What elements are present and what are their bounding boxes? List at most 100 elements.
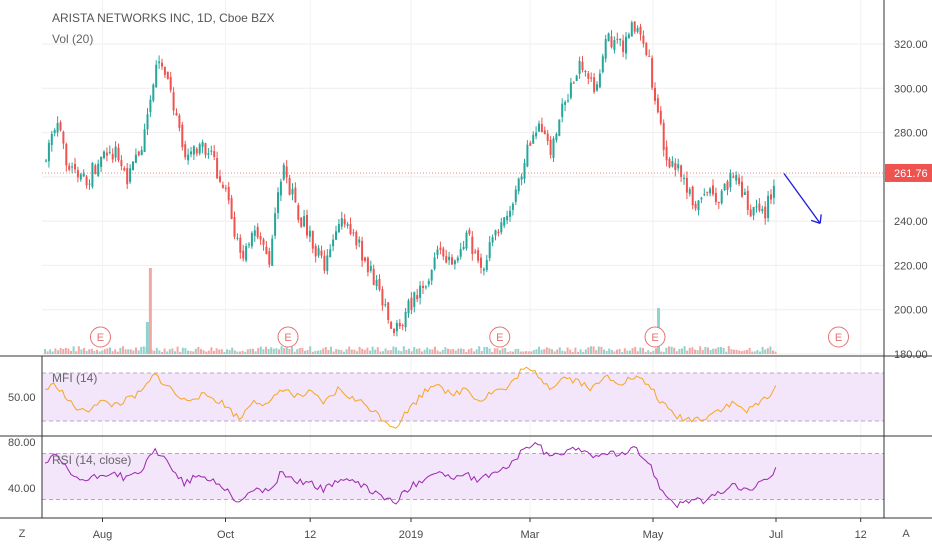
earnings-label: E — [97, 332, 104, 344]
candle-body — [593, 77, 596, 92]
price-axis-label: 300.00 — [894, 83, 928, 95]
volume-bar — [363, 349, 366, 354]
volume-bar — [179, 351, 182, 354]
candle-body — [103, 151, 105, 159]
chart-title: ARISTA NETWORKS INC, 1D, Cboe BZX — [52, 11, 275, 25]
volume-bar — [88, 349, 91, 354]
volume-bar — [751, 351, 754, 354]
volume-bar — [618, 348, 621, 354]
candle-body — [282, 164, 285, 180]
volume-bar — [746, 349, 748, 354]
auto-scale-button[interactable]: A — [902, 528, 910, 540]
volume-bar — [688, 347, 691, 354]
volume-bar — [730, 349, 733, 354]
candle-body — [314, 245, 317, 257]
volume-bar — [525, 351, 527, 354]
volume-bar — [231, 347, 234, 354]
candle-body — [468, 230, 471, 234]
candle-body — [630, 22, 633, 37]
volume-bar — [421, 351, 423, 354]
candle-body — [393, 328, 395, 333]
candle-body — [610, 36, 613, 48]
candle-body — [758, 203, 761, 211]
candle-body — [656, 98, 659, 113]
volume-bar — [722, 347, 725, 354]
volume-bar — [538, 346, 540, 354]
volume-bar — [764, 349, 767, 354]
candle-body — [619, 38, 622, 41]
volume-bar — [408, 348, 410, 354]
candle-body — [651, 58, 654, 88]
volume-bar — [249, 348, 252, 354]
candle-body — [59, 122, 62, 131]
timezone-button[interactable]: Z — [18, 528, 26, 540]
time-tick-label: Mar — [521, 529, 540, 541]
volume-bar — [444, 347, 447, 354]
candle-body — [732, 176, 735, 178]
volume-bar — [610, 349, 613, 354]
volume-bar — [116, 351, 119, 354]
candle-body — [375, 280, 378, 287]
volume-bar — [103, 349, 106, 354]
volume-bar — [384, 348, 387, 354]
volume-bar — [90, 348, 93, 354]
volume-bar — [353, 349, 356, 354]
volume-bar — [366, 347, 369, 354]
volume-bar — [239, 351, 241, 354]
candle-body — [398, 322, 401, 327]
volume-bar — [57, 350, 59, 354]
candle-body — [349, 223, 352, 234]
volume-bar — [441, 349, 444, 354]
volume-bar — [673, 347, 676, 354]
candle-body — [129, 168, 132, 182]
volume-bar — [512, 351, 514, 354]
volume-bar — [652, 350, 655, 354]
volume-bar — [587, 347, 590, 354]
volume-bar — [205, 351, 208, 354]
forecast-arrow-head — [810, 214, 822, 224]
volume-bar — [197, 346, 200, 354]
volume-bar — [605, 350, 608, 354]
candle-body — [575, 75, 578, 81]
candle-body — [726, 181, 729, 190]
volume-bar — [766, 348, 769, 354]
candle-body — [91, 162, 94, 187]
volume-bar — [369, 350, 371, 354]
volume-bar — [423, 349, 426, 354]
volume-bar — [623, 348, 626, 354]
volume-bar — [493, 348, 496, 354]
candle-body — [233, 217, 236, 237]
volume-bar — [400, 351, 403, 354]
candle-body — [120, 160, 123, 167]
candle-body — [410, 297, 413, 310]
candle-body — [230, 198, 233, 219]
candle-body — [100, 156, 103, 167]
candle-body — [65, 144, 68, 166]
candle-body — [346, 224, 349, 226]
volume-bar — [218, 349, 221, 354]
candle-body — [709, 188, 712, 194]
volume-bar — [262, 349, 265, 354]
candle-body — [337, 224, 340, 233]
candle-body — [311, 230, 314, 249]
rsi-band — [42, 453, 884, 500]
volume-bar — [161, 351, 163, 354]
volume-bar — [434, 346, 436, 354]
volume-bar — [267, 349, 270, 354]
volume-bar — [647, 350, 650, 354]
candle-body — [422, 285, 424, 288]
candle-body — [488, 242, 491, 258]
candle-body — [636, 27, 639, 32]
volume-bar — [106, 348, 109, 354]
candle-body — [685, 177, 688, 193]
candle-body — [82, 173, 85, 177]
candle-body — [477, 250, 480, 261]
candle-body — [456, 257, 459, 261]
candle-body — [471, 236, 474, 255]
volume-bar — [636, 351, 639, 354]
candle-body — [613, 40, 616, 50]
volume-bar — [397, 350, 400, 354]
volume-bar — [483, 346, 486, 354]
candle-body — [277, 192, 279, 214]
